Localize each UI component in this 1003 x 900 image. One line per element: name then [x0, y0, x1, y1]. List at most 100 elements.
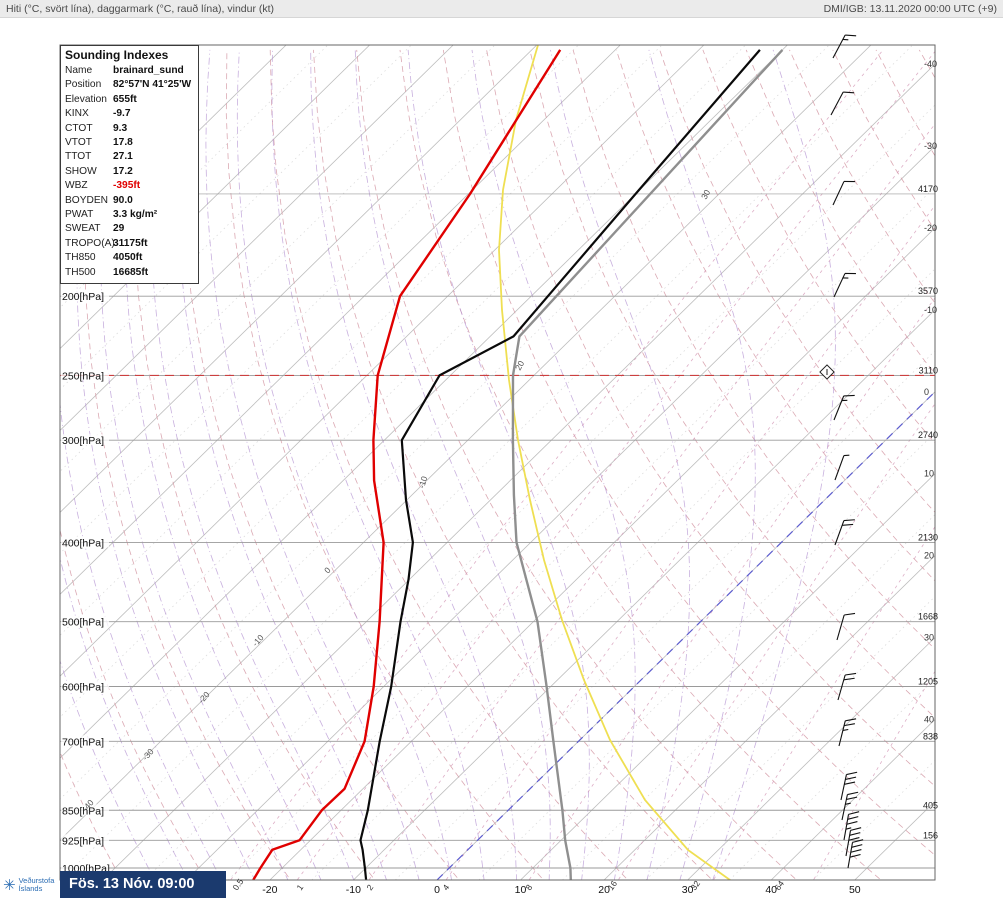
inline-isopleth-label: 20 — [513, 359, 526, 372]
pressure-label-bg — [61, 536, 109, 548]
index-value: 4050ft — [113, 252, 143, 264]
mixing-ratio-label: 1 — [294, 882, 305, 892]
height-label: 3570 — [918, 286, 938, 296]
isotherm-line — [269, 227, 935, 880]
sounding-indexes-rows: Name brainard_sund Position 82°57'N 41°25'W… — [61, 64, 198, 280]
pressure-label-bg — [61, 615, 109, 627]
isotherm-minor-line — [311, 268, 935, 880]
right-temp-label: -10 — [924, 305, 937, 315]
dry-adiabat-line — [659, 49, 935, 513]
index-value: 29 — [113, 223, 125, 235]
index-value: 31175ft — [113, 237, 148, 249]
moist-adiabat-line — [176, 49, 387, 880]
pressure-label-bg — [61, 680, 109, 692]
index-row: TROPO(A) 31175ft — [61, 237, 198, 251]
pressure-axis-label: 250[hPa] — [62, 370, 104, 382]
isotherm-line — [60, 45, 370, 350]
index-row: TH500 16685ft — [61, 266, 198, 280]
moist-adiabat-line — [124, 49, 322, 880]
top-bar: Hiti (°C, svört lína), daggarmark (°C, r… — [0, 0, 1003, 18]
height-label: 4170 — [918, 184, 938, 194]
isotherm-minor-line — [60, 45, 663, 636]
index-row: CTOT 9.3 — [61, 122, 198, 136]
pressure-axis-label: 300[hPa] — [62, 435, 104, 447]
pressure-label-bg — [61, 834, 109, 846]
moist-adiabat-line — [60, 49, 223, 880]
right-temp-label: 40 — [924, 714, 934, 724]
index-row: WBZ -395ft — [61, 179, 198, 193]
isotherm-minor-line — [227, 186, 935, 880]
index-row: Name brainard_sund — [61, 64, 198, 78]
height-label: 1205 — [918, 677, 938, 687]
index-label: TROPO(A) — [65, 237, 115, 249]
moist-adiabat-line — [149, 49, 355, 880]
index-label: Name — [65, 65, 93, 76]
pressure-axis-label: 200[hPa] — [62, 291, 104, 303]
index-row: SWEAT 29 — [61, 222, 198, 236]
dry-adiabat-line — [963, 50, 1003, 885]
index-value: 655ft — [113, 93, 137, 105]
wind-barb — [832, 180, 855, 206]
right-temp-label: 30 — [924, 633, 934, 643]
dry-adiabat-line — [269, 49, 629, 880]
isotherm-minor-line — [144, 104, 935, 880]
moist-adiabat-line — [271, 49, 485, 880]
right-temp-label: -40 — [924, 59, 937, 69]
moist-adiabat-line — [712, 49, 836, 880]
wind-barb — [830, 91, 855, 116]
mixing-ratio-line — [230, 49, 884, 880]
height-label: 405 — [923, 800, 938, 810]
moist-adiabat-line — [471, 49, 636, 880]
wind-barb — [834, 519, 855, 546]
index-label: Elevation — [65, 93, 107, 105]
wind-barb — [833, 272, 856, 298]
index-label: SWEAT — [65, 223, 101, 235]
index-label: WBZ — [65, 180, 88, 192]
mixing-ratio-label: 8 — [523, 882, 534, 892]
isotherm-minor-line — [394, 350, 935, 880]
index-value: 16685ft — [113, 266, 149, 278]
pressure-axis-label: 700[hPa] — [62, 736, 104, 748]
dry-adiabat-line — [616, 49, 935, 582]
mixing-ratio-line — [813, 670, 935, 880]
temp-axis-label: 10 — [515, 884, 527, 896]
mixing-ratio-line — [712, 526, 935, 880]
index-label: PWAT — [65, 209, 94, 221]
wind-barb — [832, 34, 857, 59]
met-office-logo-text: Veðurstofa Íslands — [19, 877, 55, 893]
index-value: 27.1 — [113, 151, 133, 163]
legend-text: Hiti (°C, svört lína), daggarmark (°C, r… — [6, 2, 275, 15]
index-label: BOYDEN — [65, 194, 109, 206]
isotherm-line — [60, 45, 454, 432]
dry-adiabat-line — [356, 49, 798, 880]
index-value: 17.8 — [113, 137, 133, 149]
dry-adiabat-line — [789, 49, 935, 304]
index-value: 82°57'N 41°25'W — [113, 79, 192, 91]
right-temp-label: 10 — [924, 469, 934, 479]
pressure-label-bg — [61, 434, 109, 446]
isotherm-line — [520, 473, 935, 880]
moist-adiabat-line — [550, 49, 691, 880]
index-label: CTOT — [65, 122, 93, 134]
pressure-label-bg — [61, 735, 109, 747]
wind-barb — [847, 839, 864, 869]
index-label: Position — [65, 79, 102, 91]
model-run-text: DMI/IGB: 13.11.2020 00:00 UTC (+9) — [823, 2, 997, 15]
inline-isopleth-label: -10 — [250, 632, 266, 648]
index-row: TTOT 27.1 — [61, 150, 198, 164]
inline-isopleth-label: 30 — [699, 188, 712, 201]
zero-isotherm-line — [436, 390, 935, 880]
index-label: VTOT — [65, 137, 92, 149]
isotherm-minor-line — [60, 45, 496, 472]
mixing-ratio-line — [528, 297, 935, 880]
index-label: KINX — [65, 108, 89, 120]
wind-barb — [840, 771, 858, 801]
isotherm-line — [60, 45, 705, 677]
moist-adiabat-line — [60, 659, 156, 880]
sounding-indexes-panel: Sounding Indexes Name brainard_sund Positi… — [60, 45, 199, 285]
temp-axis-label: -20 — [262, 884, 277, 896]
wind-barb — [843, 811, 860, 841]
isotherm-minor-line — [562, 514, 935, 880]
moist-adiabat-line — [310, 49, 517, 880]
